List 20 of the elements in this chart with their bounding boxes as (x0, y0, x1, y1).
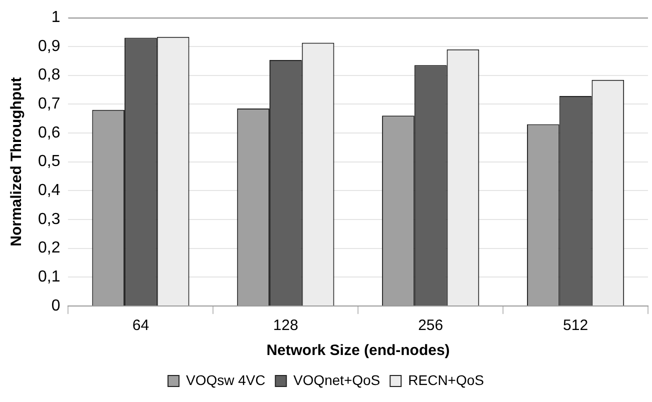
x-axis-title: Network Size (end-nodes) (266, 342, 450, 360)
x-tick-label: 128 (273, 317, 298, 334)
legend-label: VOQsw 4VC (186, 372, 266, 388)
y-tick-label: 0,9 (38, 38, 60, 55)
y-tick-label: 0,6 (38, 124, 60, 142)
y-tick-label: 0,2 (38, 240, 60, 257)
y-tick-label: 0,5 (38, 153, 60, 170)
y-tick-label: 0,4 (38, 182, 60, 200)
x-tick-label: 512 (563, 317, 588, 334)
x-tick-label: 256 (418, 317, 444, 334)
y-axis-title: Normalized Throughput (8, 77, 26, 246)
legend-label: VOQnet+QoS (293, 372, 380, 388)
x-tick-label: 64 (132, 317, 150, 334)
y-tick-label: 0,3 (38, 210, 60, 228)
y-tick-label: 0,1 (38, 268, 60, 286)
y-tick-label: 0,7 (38, 96, 60, 113)
legend-label: RECN+QoS (408, 372, 484, 388)
y-tick-label: 1 (51, 9, 60, 26)
y-tick-label: 0,8 (38, 66, 60, 84)
y-tick-label: 0 (51, 297, 60, 314)
